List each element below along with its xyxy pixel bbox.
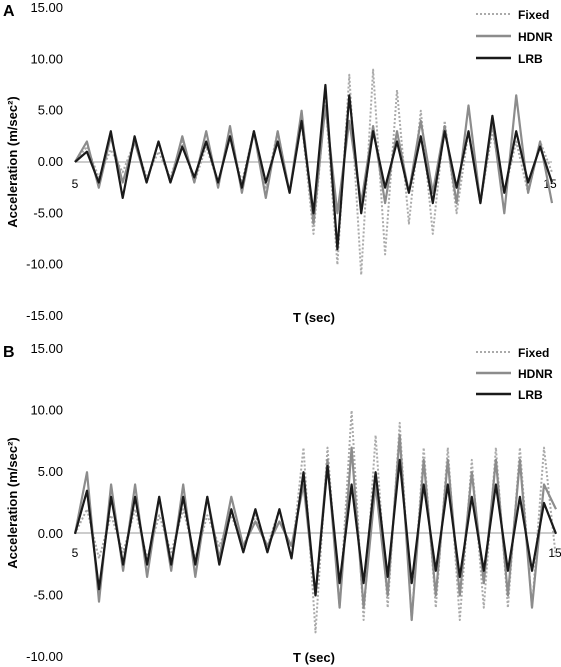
panel-a: A T (sec) Acceleration (m/sec²) 15.00 10.… bbox=[3, 0, 557, 325]
y-tick-label: 0.00 bbox=[38, 154, 63, 169]
panel-label: B bbox=[3, 344, 15, 361]
series-line-fixed bbox=[74, 68, 553, 276]
plot-area bbox=[74, 68, 554, 276]
y-tick-label: -5.00 bbox=[33, 205, 63, 220]
y-tick-label: -15.00 bbox=[26, 308, 63, 323]
legend-label-fixed: Fixed bbox=[518, 346, 549, 360]
series-line-lrb bbox=[73, 458, 558, 597]
legend-label-lrb: LRB bbox=[518, 52, 543, 66]
legend-label-lrb: LRB bbox=[518, 388, 543, 402]
legend-label-hdnr: HDNR bbox=[518, 367, 553, 381]
y-tick-labels: 15.00 10.00 5.00 0.00 -5.00 -10.00 bbox=[26, 341, 63, 664]
y-tick-label: -10.00 bbox=[26, 257, 63, 272]
y-tick-label: 0.00 bbox=[38, 526, 63, 541]
panel-label: A bbox=[3, 3, 15, 20]
x-tick-label: 5 bbox=[72, 177, 79, 191]
y-axis-label: Acceleration (m/sec²) bbox=[5, 96, 20, 228]
y-tick-labels: 15.00 10.00 5.00 0.00 -5.00 -10.00 -15.00 bbox=[26, 0, 63, 323]
legend: Fixed HDNR LRB bbox=[476, 8, 553, 66]
x-tick-label: 15 bbox=[548, 546, 561, 560]
y-axis-label: Acceleration (m/sec²) bbox=[5, 437, 20, 569]
x-axis-label: T (sec) bbox=[293, 650, 335, 665]
y-tick-label: 10.00 bbox=[30, 51, 63, 66]
series-line-lrb bbox=[74, 83, 554, 251]
plot-area bbox=[73, 409, 558, 634]
series-line-fixed bbox=[74, 409, 557, 634]
y-tick-label: 15.00 bbox=[30, 0, 63, 15]
y-tick-label: 15.00 bbox=[30, 341, 63, 356]
x-tick-label: 5 bbox=[72, 546, 79, 560]
x-axis-label: T (sec) bbox=[293, 310, 335, 325]
y-tick-label: 5.00 bbox=[38, 103, 63, 118]
legend-label-fixed: Fixed bbox=[518, 8, 549, 22]
y-tick-label: -5.00 bbox=[33, 587, 63, 602]
y-tick-label: 5.00 bbox=[38, 464, 63, 479]
x-tick-labels: 5 15 bbox=[72, 546, 561, 560]
legend-label-hdnr: HDNR bbox=[518, 30, 553, 44]
panel-b: B T (sec) Acceleration (m/sec²) 15.00 10.… bbox=[3, 341, 561, 665]
y-tick-label: 10.00 bbox=[30, 403, 63, 418]
y-tick-label: -10.00 bbox=[26, 649, 63, 664]
legend: Fixed HDNR LRB bbox=[476, 346, 553, 402]
